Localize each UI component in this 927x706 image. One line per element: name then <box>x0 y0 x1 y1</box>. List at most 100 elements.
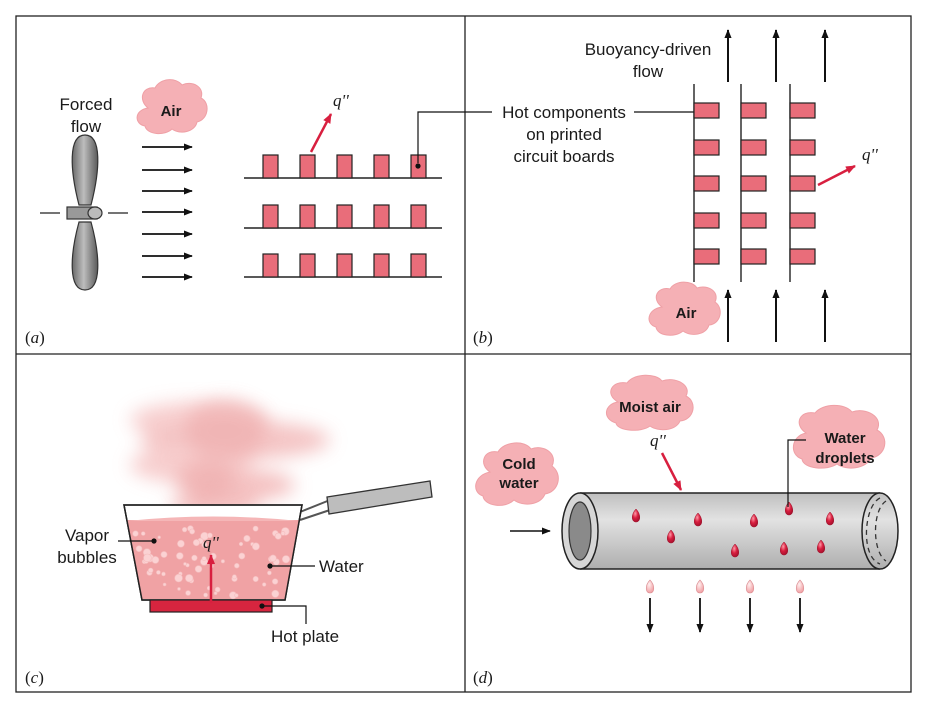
hot-plate-label: Hot plate <box>271 627 339 646</box>
bubble <box>148 567 154 574</box>
bubble <box>207 532 213 539</box>
droplet <box>750 513 758 528</box>
circuit-boards-b <box>693 84 816 282</box>
component <box>789 248 816 265</box>
component <box>336 204 353 229</box>
circuit-boards-a <box>244 154 442 278</box>
droplets-callout-line <box>787 439 806 507</box>
moist-air-cloud: Moist air <box>606 374 694 431</box>
bubble <box>151 556 160 564</box>
heat-flux-label-c: q'' <box>203 533 219 552</box>
hot-plate-callout-line <box>264 605 307 624</box>
vapor-label-1: Vapor <box>65 526 109 545</box>
component <box>262 253 279 278</box>
bubble <box>234 562 240 569</box>
air-cloud-b: Air <box>648 281 721 336</box>
heat-flux-arrow-b <box>817 164 856 187</box>
bubble <box>176 552 184 560</box>
bubble <box>213 591 218 596</box>
component <box>336 253 353 278</box>
bubble <box>132 530 139 537</box>
bubble <box>162 582 167 587</box>
bubble <box>238 552 246 560</box>
bubble <box>177 587 181 591</box>
component <box>299 154 316 179</box>
panel-b: Buoyancy-driven flow Hot components on p… <box>473 29 878 347</box>
component <box>410 204 427 229</box>
component <box>336 154 353 179</box>
component <box>693 212 720 229</box>
bubble <box>174 573 183 583</box>
forced-flow-arrows <box>142 143 193 281</box>
vapor-label-2: bubbles <box>57 548 117 567</box>
component <box>299 204 316 229</box>
components-label-1: Hot components <box>502 103 626 122</box>
panel-tag-c: (c) <box>25 668 44 687</box>
moist-air-label: Moist air <box>619 399 681 416</box>
bubble <box>231 574 237 580</box>
forced-flow-label-1: Forced <box>60 95 113 114</box>
air-cloud: Air <box>136 79 208 134</box>
falling-droplet <box>645 579 655 594</box>
callout-line-a <box>417 111 492 163</box>
bubble <box>271 589 280 598</box>
cold-water-label-1: Cold <box>502 456 535 473</box>
falling-droplets <box>645 579 805 633</box>
water-droplets-label-2: droplets <box>815 450 874 467</box>
droplet <box>785 501 793 516</box>
droplet <box>694 512 702 527</box>
component <box>693 175 720 192</box>
panel-tag-b: (b) <box>473 328 493 347</box>
component <box>740 139 767 156</box>
bubble <box>274 532 282 540</box>
droplet <box>667 529 675 544</box>
components-label-2: on printed <box>526 125 602 144</box>
bubble <box>238 541 244 547</box>
buoyancy-label-1: Buoyancy-driven <box>585 40 712 59</box>
falling-droplet <box>695 579 705 594</box>
panel-tag-a: (a) <box>25 328 45 347</box>
panel-c: q'' Vapor bubbles Water Hot plate (c) <box>25 400 433 687</box>
bubble <box>234 593 239 598</box>
buoyancy-arrows-top <box>724 29 829 82</box>
bubble <box>262 582 267 587</box>
bubble <box>272 578 279 585</box>
bubble <box>280 531 286 536</box>
bubble <box>281 555 290 564</box>
heat-flux-label-d: q'' <box>650 431 666 450</box>
bubble <box>160 551 168 558</box>
bubble <box>201 541 208 548</box>
heat-flux-arrow-a <box>309 113 333 153</box>
callout-dot-a <box>415 163 421 169</box>
component <box>410 253 427 278</box>
droplet <box>780 541 788 556</box>
bubble <box>194 565 203 573</box>
cold-water-cloud: Cold water <box>475 442 559 506</box>
droplet <box>826 511 834 526</box>
component <box>789 102 816 119</box>
bubble <box>157 535 161 539</box>
water-label: Water <box>319 557 364 576</box>
bubble <box>156 570 161 575</box>
droplet <box>731 543 739 558</box>
heat-flux-label-b: q'' <box>862 145 878 164</box>
air-label-b: Air <box>676 305 697 322</box>
bubble <box>143 553 152 563</box>
component <box>373 154 390 179</box>
component <box>693 248 720 265</box>
component <box>373 204 390 229</box>
droplet <box>632 508 640 523</box>
component <box>789 212 816 229</box>
pipe <box>561 492 899 570</box>
component <box>740 175 767 192</box>
bubble <box>189 528 195 535</box>
bubble <box>135 545 143 553</box>
bubble <box>192 539 200 547</box>
bubble <box>252 525 259 532</box>
component <box>740 102 767 119</box>
bubble <box>185 590 191 596</box>
bubble <box>214 586 221 593</box>
bubble <box>252 575 259 582</box>
component <box>789 175 816 192</box>
